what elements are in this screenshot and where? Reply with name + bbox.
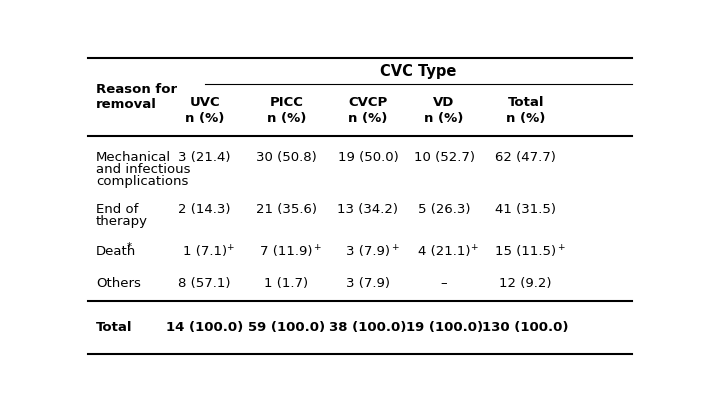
Text: 3 (7.9): 3 (7.9) bbox=[346, 277, 390, 290]
Text: 30 (50.8): 30 (50.8) bbox=[256, 151, 317, 164]
Text: 19 (100.0): 19 (100.0) bbox=[406, 321, 483, 334]
Text: CVCP: CVCP bbox=[348, 96, 388, 109]
Text: Mechanical: Mechanical bbox=[96, 151, 171, 164]
Text: n (%): n (%) bbox=[185, 113, 225, 126]
Text: 5 (26.3): 5 (26.3) bbox=[418, 203, 470, 216]
Text: 3 (21.4): 3 (21.4) bbox=[178, 151, 231, 164]
Text: +: + bbox=[470, 243, 477, 252]
Text: 10 (52.7): 10 (52.7) bbox=[413, 151, 475, 164]
Text: 13 (34.2): 13 (34.2) bbox=[338, 203, 399, 216]
Text: 62 (47.7): 62 (47.7) bbox=[496, 151, 556, 164]
Text: 41 (31.5): 41 (31.5) bbox=[495, 203, 556, 216]
Text: 21 (35.6): 21 (35.6) bbox=[256, 203, 317, 216]
Text: therapy: therapy bbox=[96, 215, 148, 228]
Text: complications: complications bbox=[96, 175, 188, 188]
Text: 1 (1.7): 1 (1.7) bbox=[264, 277, 308, 290]
Text: n (%): n (%) bbox=[425, 113, 464, 126]
Text: PICC: PICC bbox=[270, 96, 303, 109]
Text: 7 (11.9): 7 (11.9) bbox=[260, 245, 312, 258]
Text: Total: Total bbox=[96, 321, 133, 334]
Text: +: + bbox=[391, 243, 399, 252]
Text: End of: End of bbox=[96, 203, 138, 216]
Text: n (%): n (%) bbox=[348, 113, 388, 126]
Text: n (%): n (%) bbox=[506, 113, 545, 126]
Text: Reason for
removal: Reason for removal bbox=[96, 83, 177, 111]
Text: 130 (100.0): 130 (100.0) bbox=[482, 321, 569, 334]
Text: CVC Type: CVC Type bbox=[380, 64, 456, 79]
Text: 14 (100.0): 14 (100.0) bbox=[166, 321, 244, 334]
Text: –: – bbox=[441, 277, 447, 290]
Text: 8 (57.1): 8 (57.1) bbox=[178, 277, 231, 290]
Text: UVC: UVC bbox=[190, 96, 220, 109]
Text: 15 (11.5): 15 (11.5) bbox=[495, 245, 556, 258]
Text: 12 (9.2): 12 (9.2) bbox=[499, 277, 552, 290]
Text: 3 (7.9): 3 (7.9) bbox=[346, 245, 390, 258]
Text: 59 (100.0): 59 (100.0) bbox=[248, 321, 325, 334]
Text: VD: VD bbox=[433, 96, 455, 109]
Text: *: * bbox=[127, 242, 132, 252]
Text: 2 (14.3): 2 (14.3) bbox=[178, 203, 231, 216]
Text: 4 (21.1): 4 (21.1) bbox=[418, 245, 470, 258]
Text: 19 (50.0): 19 (50.0) bbox=[338, 151, 398, 164]
Text: +: + bbox=[314, 243, 321, 252]
Text: Death: Death bbox=[96, 245, 136, 258]
Text: 1 (7.1): 1 (7.1) bbox=[183, 245, 227, 258]
Text: and infectious: and infectious bbox=[96, 163, 190, 176]
Text: n (%): n (%) bbox=[267, 113, 306, 126]
Text: +: + bbox=[227, 243, 234, 252]
Text: Others: Others bbox=[96, 277, 141, 290]
Text: Total: Total bbox=[508, 96, 544, 109]
Text: 38 (100.0): 38 (100.0) bbox=[329, 321, 406, 334]
Text: +: + bbox=[557, 243, 564, 252]
